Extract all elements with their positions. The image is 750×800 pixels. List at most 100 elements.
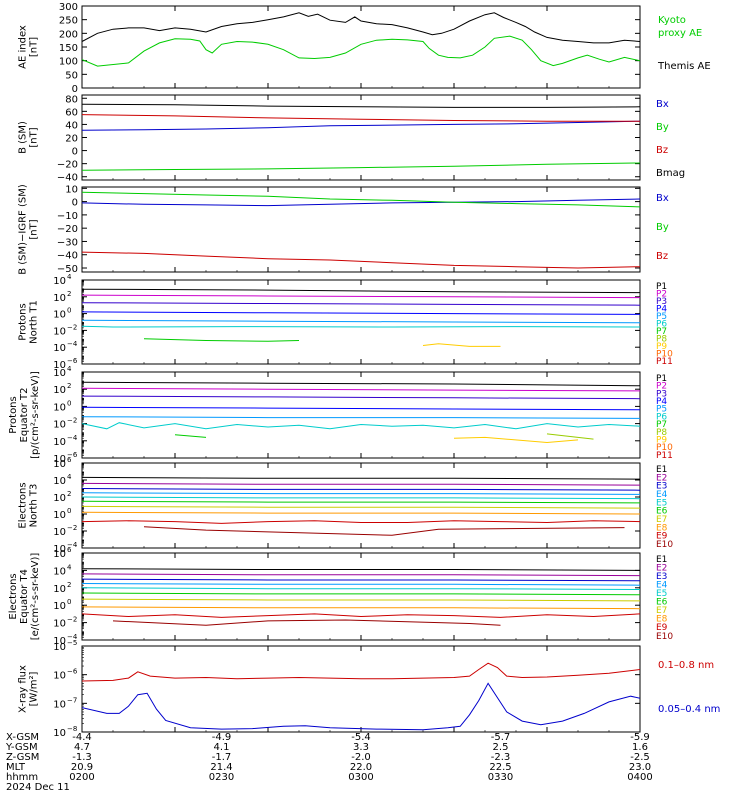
y-tick-label: 250	[59, 16, 78, 27]
y-tick-exponent: 2	[67, 581, 71, 589]
y-tick-exponent: 4	[67, 365, 72, 373]
series-line-by	[82, 191, 640, 208]
series-line-bz	[82, 114, 640, 122]
y-tick-exponent: 2	[67, 382, 71, 390]
y-axis-label: [nT]	[29, 219, 40, 239]
series-line-p2	[82, 387, 640, 392]
y-axis-label: B (SM)−IGRF (SM)	[18, 184, 29, 275]
y-tick-exponent: 4	[67, 473, 72, 481]
legend-entry: P1	[656, 282, 667, 292]
y-tick-label: 60	[65, 107, 78, 118]
y-tick-exponent: −2	[67, 323, 77, 331]
ephemeris-value: 0230	[209, 772, 234, 783]
y-tick-exponent: −5	[67, 639, 77, 647]
y-tick-exponent: 0	[67, 598, 71, 606]
y-tick-label: 0	[72, 84, 78, 95]
series-line-p5	[82, 416, 640, 419]
legend-entry: P9	[656, 342, 667, 352]
y-tick-exponent: 2	[67, 290, 71, 298]
ephemeris-value: 2.5	[493, 742, 509, 753]
panel-ae: 0 50 100 150 200 250 300 AE index [nT] Kyoto proxy…	[18, 2, 711, 95]
y-tick-label: 10	[53, 360, 66, 371]
series-line-e7	[82, 598, 640, 602]
legend-entry: E7	[656, 606, 667, 616]
panel-bsm: −40 −20 0 20 40 60 80 B (SM) [nT] Bx By Bz Bmag	[18, 94, 686, 183]
series-line-e5	[82, 587, 640, 590]
series-line-bx	[82, 198, 640, 207]
legend-entry: E8	[656, 615, 668, 625]
series-line-e8	[82, 511, 640, 515]
y-axis-label: [p/(cm²-s-sr-keV)]	[30, 371, 41, 459]
y-axis-label: Electrons	[18, 482, 29, 528]
series-line-bz	[82, 251, 640, 269]
y-tick-label: −30	[57, 237, 78, 248]
y-tick-exponent: −2	[67, 417, 77, 425]
ephemeris-value: 1.6	[632, 742, 648, 753]
y-tick-label: 10	[53, 459, 66, 470]
series-line-0-05-0-4-nm	[82, 682, 640, 731]
series-line-bmag	[82, 103, 640, 108]
y-tick-label: 10	[53, 544, 66, 555]
legend-entry: P3	[656, 389, 667, 399]
ephemeris-value: -5.7	[491, 732, 511, 743]
y-axis-label: North T3	[29, 484, 40, 528]
y-tick-label: 40	[65, 120, 78, 131]
legend-entry: E1	[656, 465, 667, 475]
legend-entry: Kyoto	[658, 15, 686, 26]
y-tick-label: 10	[65, 184, 78, 195]
y-tick-label: 10	[53, 601, 66, 612]
plot-frame	[81, 5, 641, 89]
series-line-e1	[82, 476, 640, 480]
legend-entry: P1	[656, 374, 667, 384]
series-line-e10	[143, 526, 625, 536]
legend-entry: 0.1–0.8 nm	[658, 660, 714, 671]
y-tick-label: 10	[53, 476, 66, 487]
series-line-p7	[174, 434, 207, 438]
y-tick-exponent: −4	[67, 340, 78, 348]
legend-entry: P5	[656, 312, 667, 322]
series-line-e6	[82, 592, 640, 596]
y-axis-label: X-ray flux	[18, 665, 29, 713]
y-tick-label: 10	[53, 549, 66, 560]
series-line-p9	[453, 436, 579, 444]
series-line-e6	[82, 500, 640, 504]
y-tick-label: 10	[53, 642, 66, 653]
y-tick-label: 100	[59, 57, 78, 68]
legend-entry: P7	[656, 327, 667, 337]
legend-entry: E3	[656, 572, 667, 582]
y-tick-label: 10	[53, 671, 66, 682]
y-axis-label: Equator T4	[19, 569, 30, 624]
series-line-p6	[82, 325, 640, 328]
series-line-p9	[422, 343, 501, 347]
series-line-e3	[82, 488, 640, 491]
legend-entry: By	[656, 122, 669, 133]
legend-entry: proxy AE	[658, 28, 702, 39]
legend-entry: E4	[656, 490, 668, 500]
legend-entry: By	[656, 222, 669, 233]
legend-entry: P11	[656, 357, 673, 367]
y-tick-label: 10	[53, 699, 66, 710]
ephemeris-value: -4.4	[72, 732, 92, 743]
ephemeris-value: 0200	[69, 772, 94, 783]
series-line-bx	[82, 120, 640, 131]
y-tick-exponent: −6	[67, 451, 78, 459]
ephemeris-row-label: Z-GSM	[6, 752, 39, 763]
y-tick-label: 80	[65, 94, 78, 105]
y-tick-label: 10	[53, 402, 66, 413]
series-line-e4	[82, 492, 640, 495]
y-tick-label: 10	[53, 276, 66, 287]
y-tick-exponent: −2	[67, 616, 77, 624]
legend-entry: P5	[656, 405, 667, 415]
legend-entry: E1	[656, 555, 667, 565]
y-axis-label: Equator T2	[19, 388, 30, 443]
legend-entry: E2	[656, 473, 667, 483]
series-line-p2	[82, 294, 640, 299]
ephemeris-table: X-GSM -4.4 -4.9 -5.4 -5.7 -5.9 Y-GSM 4.7 4.1 3.3 2…	[5, 732, 653, 793]
legend-entry: P4	[656, 305, 667, 315]
ephemeris-value: 0300	[348, 772, 373, 783]
y-tick-label: 10	[53, 454, 66, 465]
y-tick-exponent: 6	[67, 546, 72, 554]
ephemeris-value: 22.0	[350, 762, 372, 773]
